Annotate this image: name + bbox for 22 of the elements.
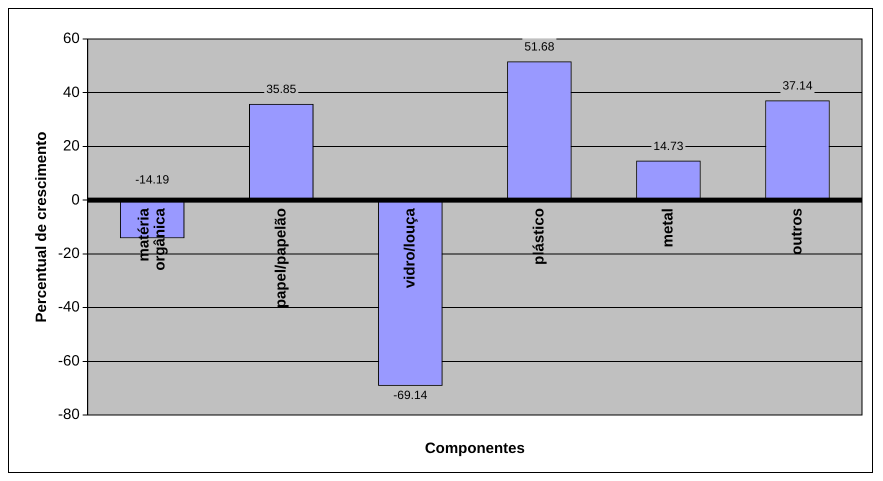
- y-tick-label: 0: [71, 191, 80, 208]
- x-tick-label: papel/papelão: [272, 208, 290, 308]
- y-tick-label: -60: [58, 352, 80, 370]
- data-label: -69.14: [393, 388, 428, 402]
- y-axis-title: Percentual de crescimento: [33, 132, 50, 322]
- x-axis-title: Componentes: [424, 440, 525, 458]
- data-label: -14.19: [135, 172, 170, 186]
- y-tick-label: -80: [58, 406, 80, 424]
- y-tick-label: -20: [58, 245, 80, 262]
- data-label: 35.85: [266, 82, 297, 96]
- data-label: 37.14: [782, 78, 813, 93]
- x-tick-label: outros: [788, 208, 806, 255]
- y-tick-label: -40: [58, 298, 80, 316]
- x-tick-label: plástico: [530, 208, 548, 265]
- data-label: 51.68: [524, 40, 555, 54]
- data-label: 14.73: [653, 138, 684, 153]
- x-tick-label: metal: [660, 208, 677, 248]
- y-tick-label: 40: [62, 84, 80, 101]
- y-tick-label: 20: [62, 138, 80, 155]
- x-tick-label: vidro/louça: [401, 208, 418, 288]
- y-tick-label: 60: [62, 30, 80, 48]
- x-tick-label: matéria orgânica: [135, 207, 168, 271]
